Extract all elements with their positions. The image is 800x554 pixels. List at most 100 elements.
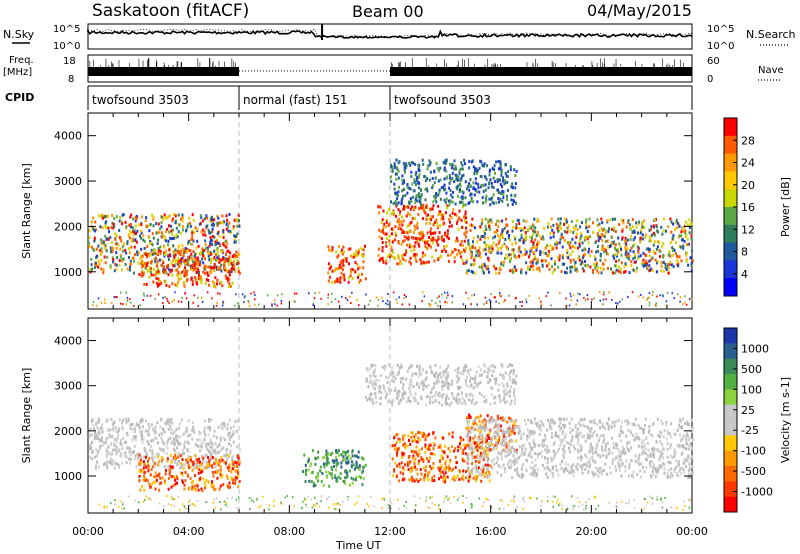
scatter-cell <box>470 444 473 448</box>
scatter-cell <box>457 194 459 198</box>
scatter-cell <box>417 237 419 240</box>
scatter-cell <box>157 247 160 250</box>
scatter-cell <box>234 253 236 257</box>
scatter-cell <box>172 484 175 488</box>
scatter-cell <box>476 475 479 478</box>
scatter-cell <box>95 447 98 451</box>
ground-scatter-cell <box>431 299 433 302</box>
scatter-cell <box>687 475 690 479</box>
scatter-cell <box>612 242 615 246</box>
scatter-cell <box>199 460 201 464</box>
scatter-cell <box>434 196 437 200</box>
scatter-cell <box>488 471 491 474</box>
scatter-cell <box>305 473 308 477</box>
scatter-cell <box>205 479 208 482</box>
scatter-cell <box>632 250 635 254</box>
scatter-cell <box>465 271 468 275</box>
scatter-cell <box>235 461 238 465</box>
scatter-cell <box>687 469 690 473</box>
scatter-cell <box>114 238 117 242</box>
scatter-cell <box>532 473 535 477</box>
scatter-cell <box>444 467 447 471</box>
scatter-cell <box>418 169 421 173</box>
scatter-cell <box>163 215 166 219</box>
scatter-cell <box>112 422 114 426</box>
scatter-cell <box>416 240 419 244</box>
scatter-cell <box>410 220 413 224</box>
scatter-cell <box>558 254 561 258</box>
scatter-cell <box>468 188 471 192</box>
noise-axis-left-bottom: 10^0 <box>53 41 80 52</box>
scatter-cell <box>450 468 453 472</box>
scatter-cell <box>447 237 450 241</box>
scatter-cell <box>158 482 161 486</box>
scatter-cell <box>626 247 629 251</box>
scatter-cell <box>191 279 194 283</box>
scatter-cell <box>335 462 338 465</box>
ground-scatter-cell <box>599 299 601 302</box>
scatter-cell <box>115 251 118 255</box>
scatter-cell <box>578 456 581 460</box>
scatter-cell <box>403 444 406 448</box>
scatter-cell <box>575 224 577 228</box>
scatter-cell <box>680 230 683 234</box>
scatter-cell <box>532 225 535 228</box>
scatter-cell <box>635 221 638 225</box>
scatter-cell <box>156 281 159 285</box>
scatter-cell <box>238 224 241 228</box>
scatter-cell <box>200 281 203 285</box>
scatter-cell <box>497 225 500 229</box>
scatter-cell <box>496 414 499 418</box>
scatter-cell <box>221 447 224 451</box>
ground-scatter-cell <box>408 303 411 306</box>
scatter-cell <box>485 468 488 472</box>
scatter-cell <box>447 464 450 468</box>
scatter-cell <box>550 217 553 221</box>
scatter-cell <box>191 480 194 483</box>
scatter-cell <box>477 235 479 239</box>
ground-scatter-cell <box>619 300 621 303</box>
ground-scatter-cell <box>685 303 688 306</box>
scatter-cell <box>626 419 629 423</box>
scatter-cell <box>362 253 365 257</box>
scatter-cell <box>177 459 180 463</box>
scatter-cell <box>145 419 147 423</box>
ground-scatter-cell <box>346 299 349 301</box>
scatter-cell <box>481 218 484 222</box>
scatter-cell <box>335 477 338 481</box>
scatter-cell <box>656 240 659 244</box>
scatter-cell <box>632 470 635 474</box>
scatter-cell <box>214 243 217 247</box>
scatter-cell <box>173 442 176 446</box>
scatter-cell <box>591 470 594 474</box>
scatter-cell <box>124 451 127 455</box>
scatter-cell <box>390 212 393 216</box>
scatter-cell <box>125 251 128 255</box>
scatter-cell <box>564 221 567 225</box>
scatter-cell <box>492 193 495 197</box>
scatter-cell <box>531 421 534 425</box>
scatter-cell <box>166 440 169 444</box>
scatter-cell <box>132 256 135 260</box>
scatter-cell <box>648 235 651 239</box>
scatter-cell <box>238 271 241 275</box>
ground-scatter-cell <box>684 301 686 304</box>
scatter-cell <box>179 272 182 276</box>
scatter-cell <box>678 423 681 427</box>
scatter-cell <box>409 442 412 446</box>
scatter-cell <box>530 239 533 243</box>
scatter-cell <box>201 219 204 223</box>
scatter-cell <box>145 266 148 270</box>
scatter-cell <box>390 163 393 167</box>
scatter-cell <box>578 242 581 246</box>
scatter-cell <box>137 223 140 227</box>
scatter-cell <box>394 199 397 203</box>
scatter-cell <box>171 422 174 425</box>
scatter-cell <box>478 166 481 170</box>
scatter-cell <box>495 267 498 271</box>
scatter-cell <box>419 235 422 238</box>
scatter-cell <box>469 415 472 419</box>
scatter-cell <box>121 257 124 261</box>
scatter-cell <box>213 462 216 466</box>
scatter-cell <box>585 455 588 459</box>
